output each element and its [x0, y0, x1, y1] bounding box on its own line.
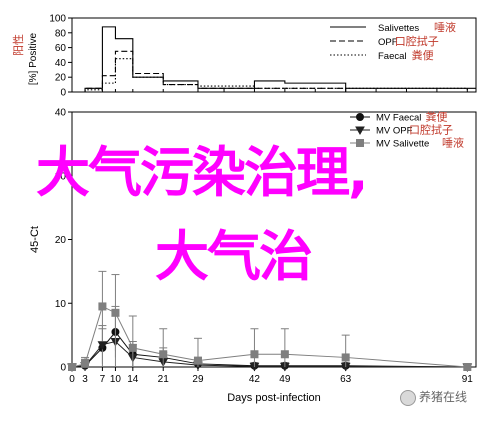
bottom-x-tick-label: 63 — [340, 374, 352, 385]
bottom-data-point — [128, 343, 137, 352]
bottom-y-tick-label: 20 — [55, 235, 67, 246]
top-y-tick-label: 100 — [49, 14, 66, 25]
bottom-data-point — [250, 350, 259, 359]
watermark: 养猪在线 — [400, 388, 467, 406]
bottom-data-point — [159, 350, 168, 359]
bottom-data-point — [111, 308, 120, 317]
overlay-title-text: 大气污染治理, — [36, 141, 369, 204]
bottom-legend-label-cn: 口腔拭子 — [409, 123, 453, 137]
bottom-data-point — [280, 350, 289, 359]
top-y-tick-label: 0 — [60, 88, 66, 99]
bottom-data-point — [97, 341, 108, 350]
bottom-data-point — [463, 363, 472, 371]
bottom-data-point — [68, 363, 76, 371]
top-series-line-faecal — [72, 58, 476, 93]
bottom-x-tick-label: 7 — [100, 374, 106, 385]
top-legend-label: Salivettes — [378, 23, 419, 34]
bottom-data-point — [98, 302, 107, 311]
bottom-legend-label: MV Faecal — [376, 113, 421, 124]
bottom-x-tick-label: 91 — [462, 374, 474, 385]
watermark-text: 养猪在线 — [419, 390, 468, 404]
bottom-legend-marker — [355, 126, 365, 136]
top-y-axis-label: [%] Positive — [28, 32, 39, 85]
bottom-y-axis-label: 45-Ct — [29, 226, 41, 253]
bottom-data-point — [193, 356, 202, 365]
bottom-x-tick-label: 3 — [82, 374, 88, 385]
top-plot-frame — [71, 17, 477, 93]
top-legend-label: OPF — [378, 37, 398, 48]
bottom-legend-label: MV Salivette — [376, 139, 429, 150]
bottom-legend-marker — [356, 113, 364, 121]
top-y-axis-label-cn: 阳性 — [11, 34, 25, 56]
bottom-data-point — [341, 353, 350, 362]
bottom-data-point — [81, 359, 90, 368]
top-y-tick-label: 60 — [55, 43, 67, 54]
bottom-legend-marker — [356, 139, 364, 147]
bottom-x-tick-label: 29 — [192, 374, 204, 385]
bottom-x-axis-label: Days post-infection — [227, 392, 321, 404]
bottom-legend-label-cn: 粪便 — [426, 110, 448, 124]
bottom-x-tick-label: 10 — [110, 374, 122, 385]
top-legend-label: Faecal — [378, 51, 407, 62]
bottom-y-tick-label: 0 — [60, 363, 66, 374]
bottom-y-tick-label: 30 — [55, 171, 67, 182]
top-legend-label-cn: 粪便 — [412, 48, 434, 62]
top-legend-label-cn: 口腔拭子 — [395, 34, 439, 48]
bottom-x-tick-label: 42 — [249, 374, 261, 385]
top-y-tick-label: 40 — [55, 58, 67, 69]
bottom-x-tick-label: 49 — [279, 374, 291, 385]
bottom-x-tick-label: 21 — [158, 374, 170, 385]
watermark-logo-icon — [400, 389, 416, 406]
overlay-subtitle-text: 大气治 — [155, 225, 313, 288]
bottom-x-tick-label: 14 — [127, 374, 139, 385]
bottom-legend-label: MV OPF — [376, 126, 413, 137]
bottom-y-tick-label: 40 — [55, 108, 67, 119]
bottom-x-tick-label: 0 — [69, 374, 75, 385]
top-y-tick-label: 20 — [55, 73, 67, 84]
bottom-legend-label-cn: 唾液 — [442, 136, 464, 150]
bottom-y-tick-label: 10 — [55, 299, 67, 310]
top-legend-label-cn: 唾液 — [434, 20, 456, 34]
top-y-tick-label: 80 — [55, 28, 67, 39]
